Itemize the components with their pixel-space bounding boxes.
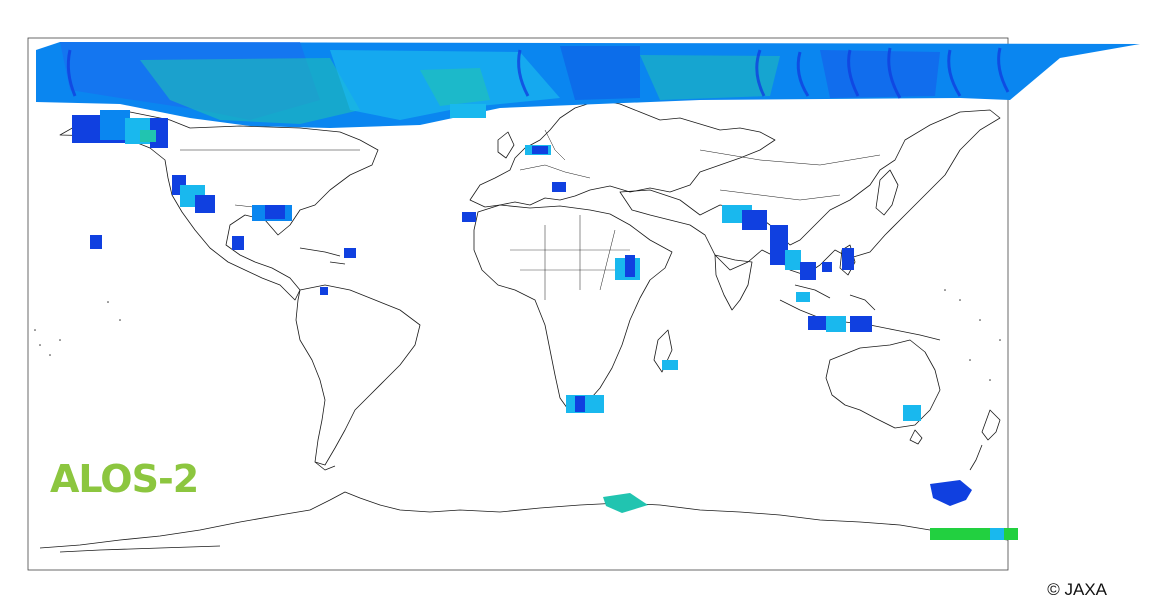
east-antarctica-swath: [930, 480, 972, 506]
north-america-outline: [59, 111, 379, 301]
europe-outline: [469, 99, 776, 208]
australia-outline: [825, 339, 941, 429]
pacific-islands: [34, 289, 1001, 381]
logo-graphic: ALOS-2: [50, 457, 199, 501]
alos-2-logo: ALOS-2: [48, 454, 203, 507]
south-america-outline: [295, 284, 421, 466]
credit-text: © JAXA: [1047, 580, 1107, 599]
coastlines: [39, 54, 1009, 553]
africa-outline: [473, 204, 673, 413]
antarctic-peninsula-swath: [603, 493, 648, 513]
coverage-swaths: [36, 42, 1140, 540]
map-frame: [27, 37, 1009, 571]
svg-text:ALOS-2: ALOS-2: [50, 457, 198, 501]
ross-antarctica-swath: [930, 528, 1018, 540]
asia-outline: [619, 109, 1001, 276]
antarctica-outline: [39, 491, 1009, 549]
